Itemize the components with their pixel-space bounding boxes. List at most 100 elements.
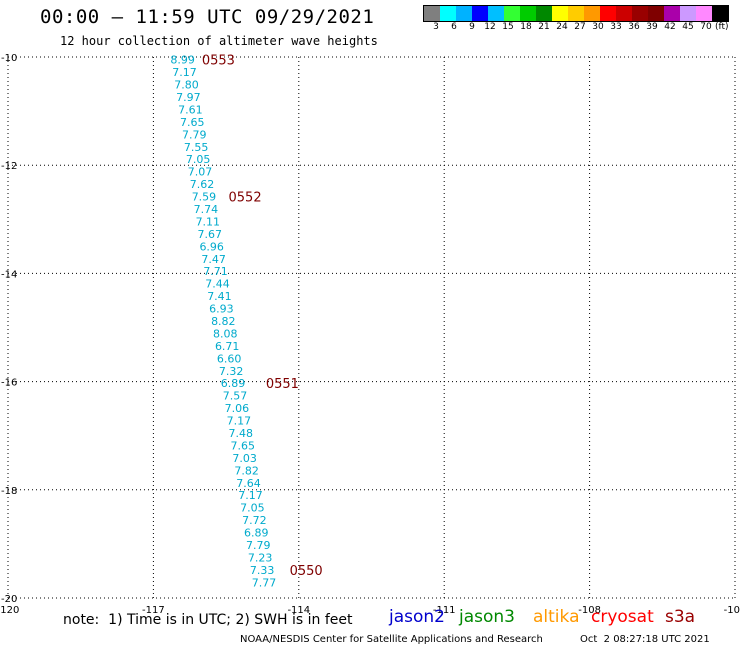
wave-height-value: 7.32 [219,365,244,378]
legend-jason3: jason3 [459,607,515,627]
color-scale-label: 70 [700,22,712,32]
wave-height-value: 7.07 [188,166,213,179]
color-scale-label: 12 [484,22,496,32]
wave-height-value: 7.17 [227,415,252,428]
color-scale-label: 6 [451,22,457,32]
wave-height-value: 7.61 [178,103,203,116]
wave-height-value: 7.62 [190,178,215,191]
color-swatch [584,6,600,21]
wave-height-value: 7.57 [223,390,248,403]
color-scale-label: 45 [682,22,694,32]
color-swatch [456,6,472,21]
wave-height-value: 7.33 [250,564,275,577]
wave-height-value: 7.44 [205,278,230,291]
footer-timestamp: Oct 2 08:27:18 UTC 2021 [580,634,710,645]
lon-tick-label: -105 [724,605,740,616]
lon-tick-label: -120 [0,605,19,616]
time-label: 0553 [202,54,235,69]
color-scale-label: 33 [610,22,622,32]
wave-height-value: 7.64 [236,477,261,490]
lat-tick-label: -20 [1,594,17,605]
wave-height-value: 6.89 [244,527,268,540]
wave-height-value: 7.97 [176,91,201,104]
color-swatch [696,6,712,21]
wave-height-value: 7.05 [186,153,211,166]
lon-tick-label: -111 [433,605,456,616]
color-scale-label: 3 [433,22,439,32]
color-scale-unit: (ft) [715,22,729,32]
wave-height-value: 7.17 [172,66,197,79]
lon-tick-label: -108 [578,605,601,616]
color-scale-label: 9 [469,22,475,32]
color-swatch [552,6,568,21]
wave-height-value: 7.71 [203,265,228,278]
wave-height-value: 7.03 [232,452,257,465]
map-subtitle: 12 hour collection of altimeter wave hei… [60,34,378,48]
lat-tick-label: -14 [1,269,17,280]
color-swatch [472,6,488,21]
wave-height-value: 7.41 [207,290,232,303]
map-title: 00:00 – 11:59 UTC 09/29/2021 [40,6,375,28]
wave-height-value: 7.82 [234,464,259,477]
legend-jason2: jason2 [389,607,445,627]
wave-height-value: 7.59 [192,191,217,204]
wave-height-value: 7.47 [201,253,226,266]
wave-height-value: 7.65 [230,439,255,452]
wave-height-value: 7.23 [248,551,273,564]
wave-height-value: 7.11 [196,215,221,228]
color-swatch [440,6,456,21]
color-swatch [568,6,584,21]
wave-height-value: 7.17 [238,489,263,502]
wave-height-value: 6.93 [209,303,234,316]
color-swatch [680,6,696,21]
color-swatch [664,6,680,21]
color-swatch [424,6,440,21]
color-scale-label: 18 [520,22,532,32]
color-scale-label: 15 [502,22,514,32]
time-label: 0550 [290,564,323,579]
color-scale-bar [423,5,729,22]
color-swatch [600,6,616,21]
color-scale-label: 39 [646,22,658,32]
lon-tick-label: -117 [142,605,165,616]
color-swatch [504,6,520,21]
wave-height-value: 7.74 [194,203,219,216]
color-swatch [520,6,536,21]
color-scale-label: 24 [556,22,568,32]
wave-height-value: 8.82 [211,315,236,328]
lat-tick-label: -18 [1,486,17,497]
wave-height-value: 6.89 [221,377,246,390]
wave-height-value: 7.06 [225,402,250,415]
wave-height-value: 7.48 [229,427,254,440]
lat-tick-label: -10 [1,53,17,64]
legend-altika: altika [533,607,580,627]
time-label: 0552 [229,191,262,206]
wave-height-value: 8.99 [170,54,195,67]
time-label: 0551 [266,377,299,392]
wave-height-value: 7.55 [184,141,209,154]
wave-height-value: 6.96 [199,240,224,253]
lon-tick-label: -114 [287,605,310,616]
wave-height-value: 6.60 [217,352,242,365]
color-scale-label: 36 [628,22,640,32]
wave-height-value: 7.72 [242,514,267,527]
wave-height-value: 8.08 [213,327,238,340]
lat-tick-label: -16 [1,378,17,389]
color-swatch [488,6,504,21]
wave-height-value: 7.67 [198,228,223,241]
legend-cryosat: cryosat [591,607,654,627]
wave-height-value: 6.71 [215,340,240,353]
color-swatch [536,6,552,21]
wave-height-value: 7.05 [240,502,265,515]
color-scale-label: 42 [664,22,676,32]
color-swatch [712,6,728,21]
color-scale-label: 27 [574,22,586,32]
color-scale-label: 21 [538,22,550,32]
color-swatch [648,6,664,21]
wave-height-value: 7.80 [174,79,199,92]
wave-height-value: 7.79 [246,539,270,552]
lat-tick-label: -12 [1,161,17,172]
color-scale-label: 30 [592,22,604,32]
wave-height-value: 7.65 [180,116,205,129]
